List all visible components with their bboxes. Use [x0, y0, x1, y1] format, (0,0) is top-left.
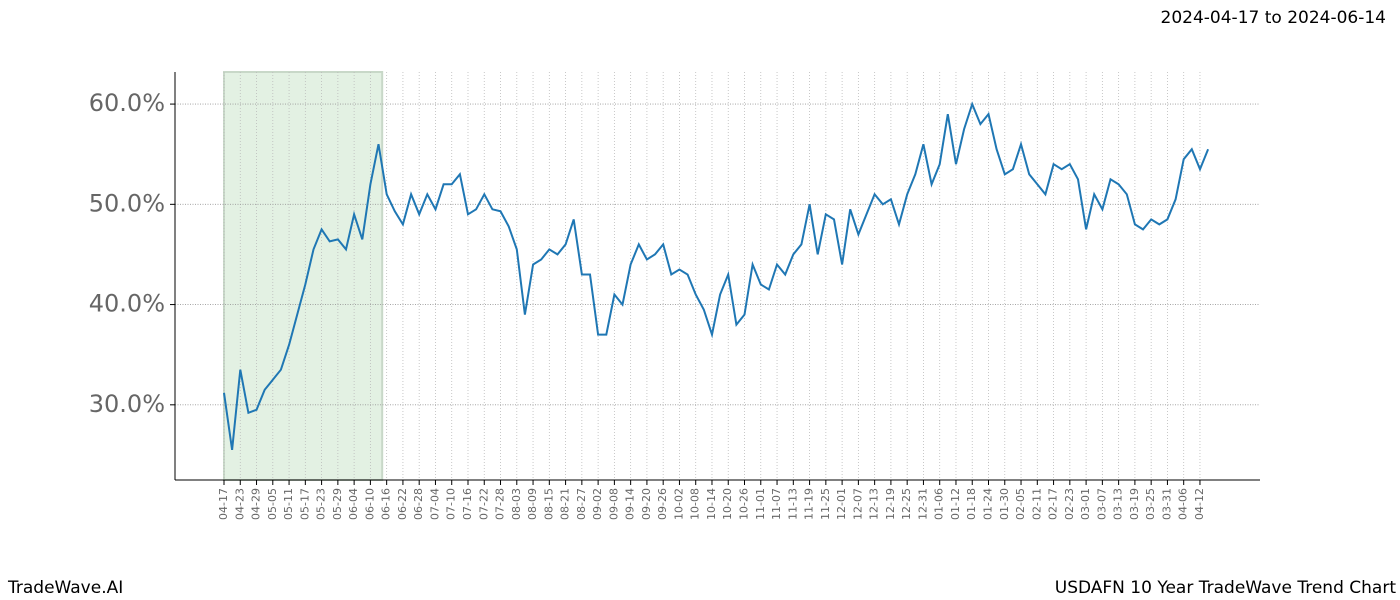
x-tick-label: 09-20 [640, 488, 653, 520]
x-tick-label: 09-14 [624, 488, 637, 520]
y-tick-label: 60.0% [89, 89, 165, 117]
x-tick-label: 03-19 [1128, 488, 1141, 520]
x-tick-label: 10-26 [738, 488, 751, 520]
x-tick-label: 10-08 [689, 488, 702, 520]
x-tick-label: 12-07 [851, 488, 864, 520]
watermark: TradeWave.AI [7, 578, 123, 598]
x-tick-label: 08-15 [542, 488, 555, 520]
x-tick-label: 07-16 [461, 488, 474, 520]
x-tick-label: 03-31 [1160, 488, 1173, 520]
x-tick-label: 06-16 [380, 488, 393, 520]
highlight-band [223, 71, 384, 481]
x-tick-label: 11-25 [819, 488, 832, 520]
x-tick-label: 12-25 [900, 488, 913, 520]
x-tick-label: 03-25 [1144, 488, 1157, 520]
x-tick-label: 05-11 [282, 488, 295, 520]
chart-title: USDAFN 10 Year TradeWave Trend Chart [1055, 578, 1397, 598]
x-tick-label: 12-31 [916, 488, 929, 520]
x-tick-label: 11-19 [803, 488, 816, 520]
x-tick-label: 01-30 [998, 488, 1011, 520]
x-tick-label: 03-01 [1079, 488, 1092, 520]
chart-subtitle: 2024-04-17 to 2024-06-14 [1161, 8, 1386, 28]
x-tick-label: 01-06 [933, 488, 946, 520]
x-tick-label: 03-13 [1112, 488, 1125, 520]
x-tick-label: 12-13 [868, 488, 881, 520]
x-tick-label: 07-04 [428, 488, 441, 520]
x-tick-label: 08-27 [575, 488, 588, 520]
x-tick-label: 05-23 [315, 488, 328, 520]
x-tick-label: 02-05 [1014, 488, 1027, 520]
x-tick-label: 10-20 [721, 488, 734, 520]
x-tick-label: 06-04 [347, 488, 360, 520]
x-tick-label: 08-03 [510, 488, 523, 520]
x-tick-label: 10-14 [705, 488, 718, 520]
x-tick-label: 02-11 [1030, 488, 1043, 520]
x-tick-label: 09-26 [656, 488, 669, 520]
x-tick-label: 04-17 [217, 488, 230, 520]
y-tick-label: 30.0% [89, 390, 165, 418]
x-tick-label: 08-09 [526, 488, 539, 520]
x-tick-label: 11-13 [786, 488, 799, 520]
x-tick-label: 09-08 [607, 488, 620, 520]
x-tick-label: 11-07 [770, 488, 783, 520]
x-tick-label: 05-05 [266, 488, 279, 520]
x-tick-label: 12-19 [884, 488, 897, 520]
x-tick-label: 07-22 [477, 488, 490, 520]
x-tick-label: 02-23 [1063, 488, 1076, 520]
x-tick-label: 01-18 [965, 488, 978, 520]
x-tick-label: 05-29 [331, 488, 344, 520]
y-tick-label: 50.0% [89, 189, 165, 217]
x-tick-label: 04-23 [233, 488, 246, 520]
trend-line [223, 101, 1210, 451]
x-tick-label: 06-22 [396, 488, 409, 520]
x-tick-label: 04-06 [1177, 488, 1190, 520]
x-tick-label: 01-24 [982, 488, 995, 520]
x-tick-label: 10-02 [672, 488, 685, 520]
x-tick-label: 06-28 [412, 488, 425, 520]
x-tick-label: 01-12 [949, 488, 962, 520]
x-tick-label: 04-29 [250, 488, 263, 520]
x-tick-label: 02-17 [1047, 488, 1060, 520]
x-tick-label: 04-12 [1193, 488, 1206, 520]
x-tick-label: 12-01 [835, 488, 848, 520]
x-tick-label: 03-07 [1095, 488, 1108, 520]
x-tick-label: 09-02 [591, 488, 604, 520]
x-tick-label: 07-10 [445, 488, 458, 520]
x-tick-label: 11-01 [754, 488, 767, 520]
x-tick-label: 08-21 [559, 488, 572, 520]
x-tick-label: 06-10 [363, 488, 376, 520]
y-tick-label: 40.0% [89, 290, 165, 318]
x-tick-label: 05-17 [298, 488, 311, 520]
x-tick-label: 07-28 [494, 488, 507, 520]
